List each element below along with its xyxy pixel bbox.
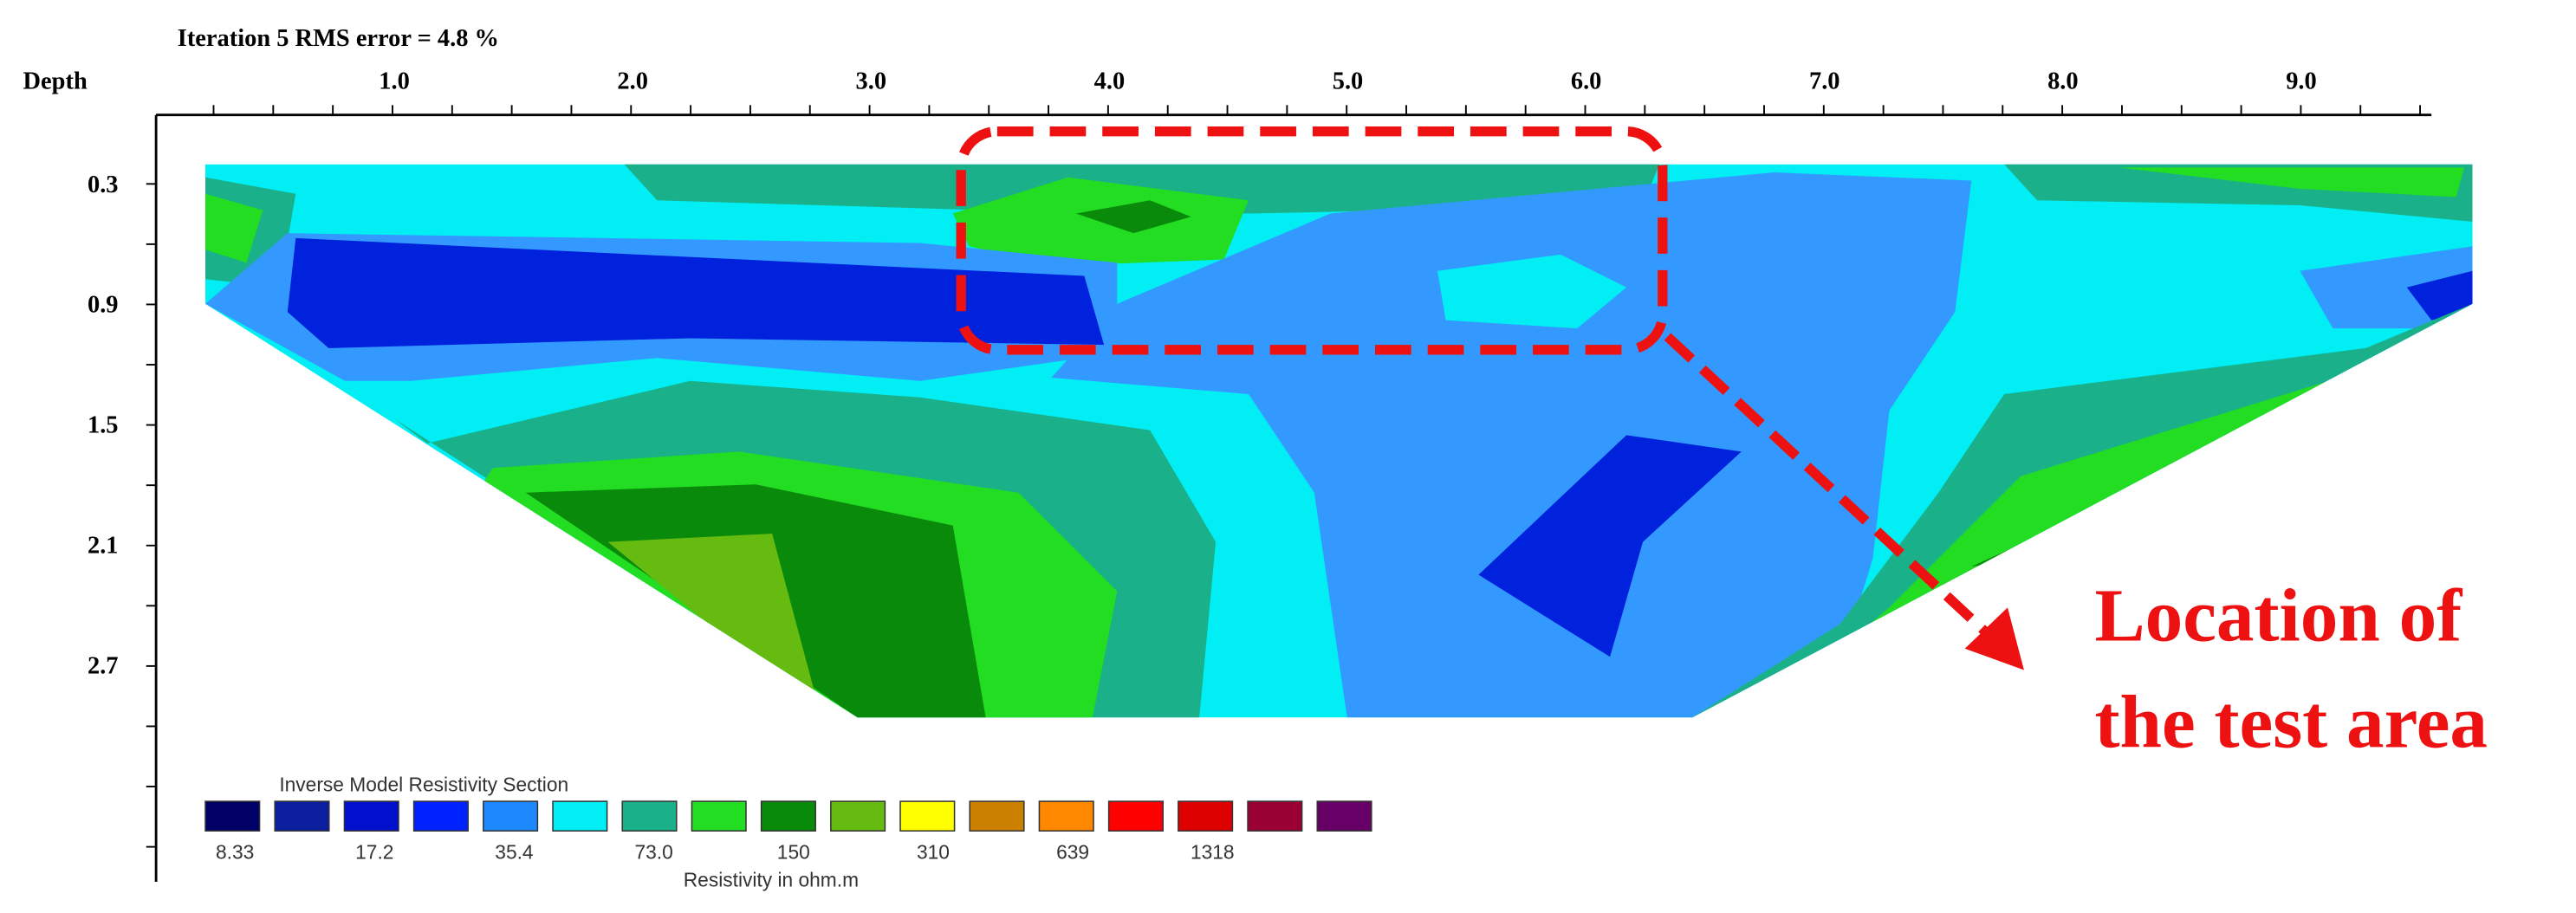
legend-swatch (1178, 800, 1234, 832)
legend-swatch (483, 800, 539, 832)
x-tick-label: 9.0 (2286, 68, 2317, 94)
legend-swatch (552, 800, 608, 832)
highlight-box (956, 126, 1668, 355)
x-tick-label: 4.0 (1094, 68, 1126, 94)
legend-swatch (343, 800, 399, 832)
arrow-head (1964, 607, 2024, 670)
contour (1478, 435, 1742, 657)
contour (1075, 200, 1191, 234)
legend-unit: Resistivity in ohm.m (684, 869, 859, 891)
axes (154, 113, 2432, 882)
depth-tick-label: 0.9 (88, 292, 119, 319)
legend-swatch (830, 800, 886, 832)
legend-swatch (1247, 800, 1303, 832)
contour (2406, 270, 2473, 321)
contour (287, 237, 1105, 348)
legend-swatch (899, 800, 956, 832)
x-tick-label: 6.0 (1571, 68, 1602, 94)
legend-label: 1318 (1191, 840, 1235, 863)
legend-swatch (621, 800, 678, 832)
legend-label: 35.4 (495, 840, 533, 863)
legend-swatch (691, 800, 747, 832)
x-tick-label: 3.0 (856, 68, 887, 94)
legend-label: 8.33 (216, 840, 254, 863)
x-tick-label: 5.0 (1333, 68, 1364, 94)
legend-swatch (1316, 800, 1372, 832)
legend-label: 310 (917, 840, 950, 863)
legend-title: Inverse Model Resistivity Section (279, 774, 568, 796)
depth-tick-label: 0.3 (88, 172, 119, 198)
legend-label: 17.2 (355, 840, 393, 863)
legend-swatch (969, 800, 1025, 832)
depth-tick-label: 1.5 (88, 412, 119, 439)
annotation: the test area (2094, 680, 2488, 764)
x-tick-label: 1.0 (379, 68, 410, 94)
depth-label: Depth (23, 68, 88, 94)
contour (1437, 254, 1627, 329)
contour (2119, 167, 2465, 197)
annotation: Location of (2094, 573, 2462, 657)
legend-swatch (760, 800, 816, 832)
figure-title: Iteration 5 RMS error = 4.8 % (178, 25, 499, 52)
contour (205, 193, 263, 263)
legend-swatch (204, 800, 261, 832)
x-tick-label: 8.0 (2047, 68, 2079, 94)
x-tick-label: 7.0 (1809, 68, 1840, 94)
legend-swatch (1038, 800, 1094, 832)
legend-swatch (274, 800, 330, 832)
resistivity-section (205, 164, 2473, 718)
depth-tick-label: 2.1 (88, 533, 119, 560)
x-tick-label: 2.0 (617, 68, 648, 94)
contour (1051, 172, 1972, 718)
legend-swatch (1107, 800, 1164, 832)
legend-label: 639 (1056, 840, 1089, 863)
arrow-shaft (1664, 333, 1995, 641)
legend-swatch (412, 800, 469, 832)
legend-label: 73.0 (634, 840, 672, 863)
depth-tick-label: 2.7 (88, 653, 119, 680)
legend-label: 150 (777, 840, 810, 863)
